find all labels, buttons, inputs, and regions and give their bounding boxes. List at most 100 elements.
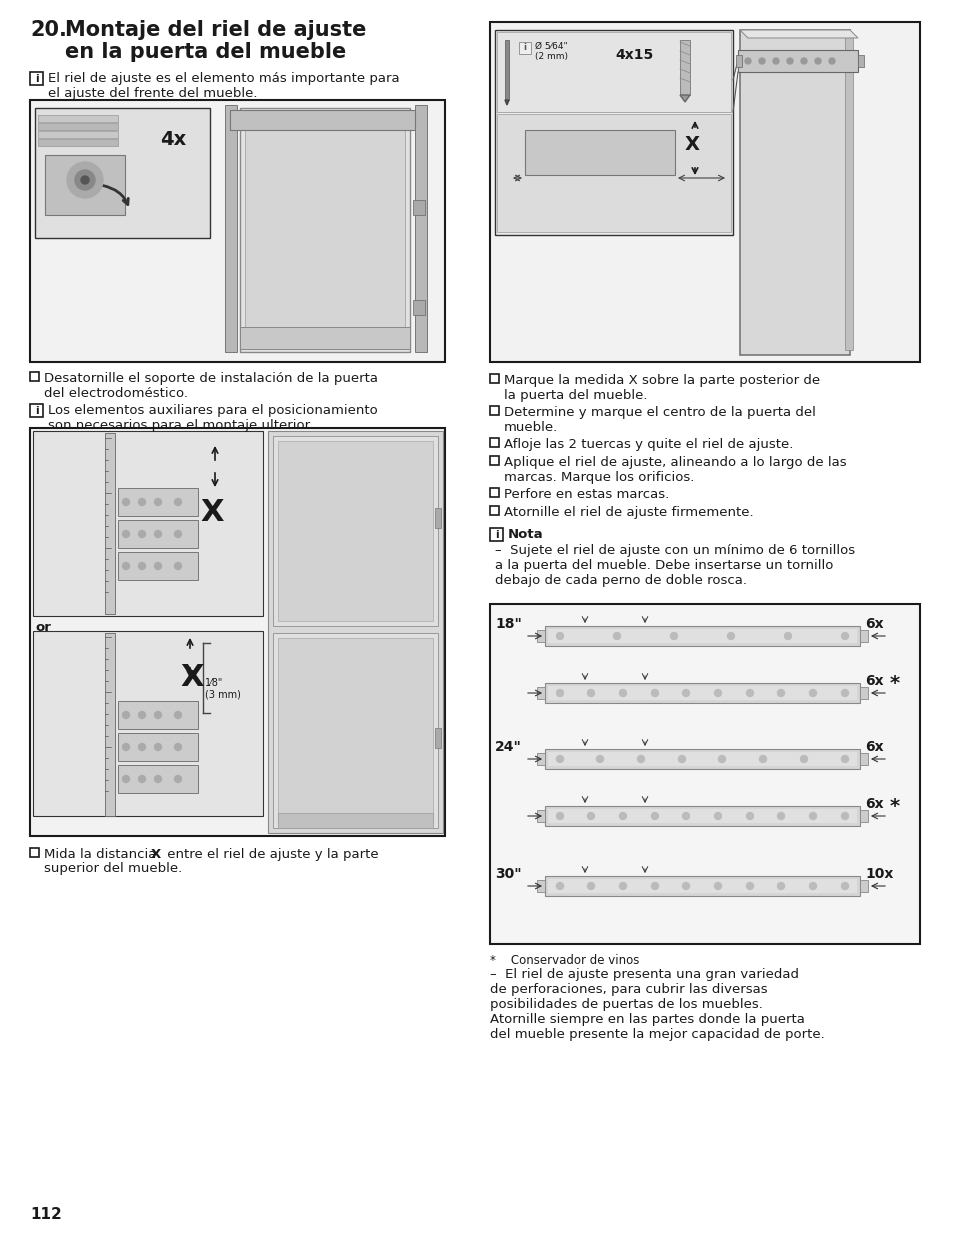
Text: X: X <box>151 848 161 861</box>
Bar <box>33 431 263 616</box>
Circle shape <box>678 756 685 762</box>
Bar <box>857 56 863 67</box>
Text: 20.: 20. <box>30 20 67 40</box>
Circle shape <box>154 711 161 719</box>
Bar <box>547 752 856 766</box>
Bar <box>30 848 39 857</box>
Text: Atornille el riel de ajuste firmemente.: Atornille el riel de ajuste firmemente. <box>503 506 753 519</box>
Bar <box>490 438 498 447</box>
Bar <box>435 508 440 529</box>
Bar <box>547 629 856 643</box>
Bar <box>277 441 433 621</box>
Text: i: i <box>34 74 38 84</box>
Text: en la puerta del mueble: en la puerta del mueble <box>65 42 346 62</box>
Circle shape <box>744 58 750 64</box>
Circle shape <box>714 813 720 820</box>
Circle shape <box>828 58 834 64</box>
Bar <box>537 630 544 642</box>
Circle shape <box>841 883 847 889</box>
Text: 6x: 6x <box>864 618 882 631</box>
Bar <box>273 436 437 626</box>
Polygon shape <box>740 30 857 38</box>
Circle shape <box>777 813 783 820</box>
Bar <box>524 130 675 175</box>
Circle shape <box>800 756 806 762</box>
Bar <box>490 506 498 515</box>
Text: or: or <box>35 621 51 634</box>
Circle shape <box>556 632 563 640</box>
Circle shape <box>651 689 658 697</box>
Bar <box>245 112 405 335</box>
Bar <box>504 40 509 100</box>
Circle shape <box>556 756 563 762</box>
Circle shape <box>777 883 783 889</box>
Circle shape <box>81 177 89 184</box>
Bar <box>105 433 115 614</box>
Bar <box>537 753 544 764</box>
Circle shape <box>618 883 626 889</box>
Text: 6x: 6x <box>864 674 882 688</box>
Text: 10x: 10x <box>864 867 892 881</box>
Circle shape <box>670 632 677 640</box>
Circle shape <box>809 689 816 697</box>
Circle shape <box>681 813 689 820</box>
Bar <box>738 49 857 72</box>
Bar <box>30 372 39 382</box>
Bar <box>490 406 498 415</box>
Circle shape <box>618 689 626 697</box>
Bar <box>859 630 867 642</box>
Bar <box>225 105 236 352</box>
Circle shape <box>841 813 847 820</box>
Bar <box>118 764 198 793</box>
Circle shape <box>587 813 594 820</box>
Bar <box>490 488 498 496</box>
Bar <box>537 687 544 699</box>
Bar <box>35 107 210 238</box>
Text: Afloje las 2 tuercas y quite el riel de ajuste.: Afloje las 2 tuercas y quite el riel de … <box>503 438 793 451</box>
Text: 6x: 6x <box>864 797 882 811</box>
Circle shape <box>759 58 764 64</box>
Text: 24": 24" <box>495 740 521 755</box>
Bar <box>735 56 741 67</box>
Circle shape <box>814 58 821 64</box>
Circle shape <box>67 162 103 198</box>
Bar <box>118 520 198 548</box>
Circle shape <box>637 756 644 762</box>
Text: X: X <box>684 135 700 154</box>
Circle shape <box>841 756 847 762</box>
Circle shape <box>174 562 181 569</box>
Bar <box>495 30 732 235</box>
Circle shape <box>718 756 724 762</box>
Text: i: i <box>523 43 526 53</box>
Circle shape <box>138 499 146 505</box>
Circle shape <box>681 883 689 889</box>
Bar <box>273 634 437 827</box>
Bar <box>30 429 444 836</box>
Bar <box>415 105 427 352</box>
Text: 6x: 6x <box>864 740 882 755</box>
Circle shape <box>714 883 720 889</box>
Circle shape <box>174 531 181 537</box>
Text: 4x: 4x <box>160 130 186 149</box>
Text: Montaje del riel de ajuste: Montaje del riel de ajuste <box>65 20 366 40</box>
Bar <box>277 813 433 827</box>
Circle shape <box>651 813 658 820</box>
Circle shape <box>75 170 95 190</box>
Bar <box>277 638 433 823</box>
Circle shape <box>651 883 658 889</box>
Circle shape <box>596 756 603 762</box>
Bar <box>240 327 410 350</box>
Circle shape <box>122 776 130 783</box>
Bar <box>859 753 867 764</box>
Bar <box>413 300 424 315</box>
Text: Determine y marque el centro de la puerta del
mueble.: Determine y marque el centro de la puert… <box>503 406 815 433</box>
Bar <box>413 200 424 215</box>
Polygon shape <box>679 95 689 103</box>
Bar <box>537 810 544 823</box>
Bar <box>547 685 856 700</box>
Circle shape <box>587 689 594 697</box>
Circle shape <box>777 689 783 697</box>
Bar <box>118 734 198 761</box>
Text: *    Conservador de vinos: * Conservador de vinos <box>490 953 639 967</box>
Text: 112: 112 <box>30 1207 62 1221</box>
